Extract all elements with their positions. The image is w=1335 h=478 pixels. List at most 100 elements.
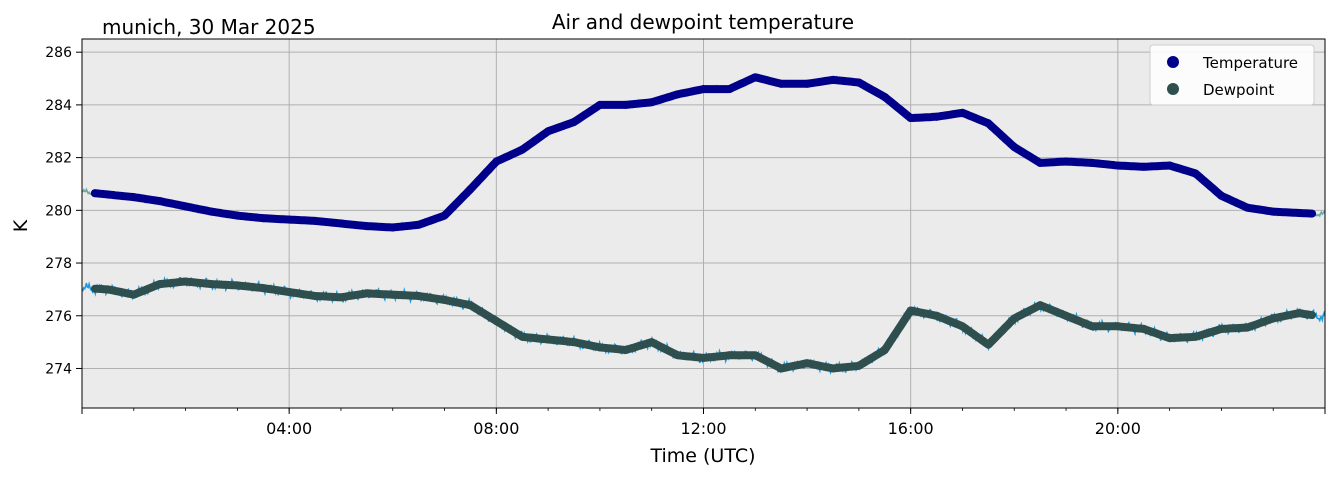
dewpoint-data-point [725,351,734,360]
temperature-data-point [1191,169,1200,178]
temperature-data-point [233,211,242,220]
temperature-data-point [906,114,915,123]
temperature-data-point [90,189,99,198]
legend-marker-dewpoint [1167,83,1179,95]
temperature-data-point [699,85,708,94]
temperature-data-point [311,216,320,225]
dewpoint-data-point [259,284,268,293]
temperature-data-point [880,93,889,101]
dewpoint-data-point [311,292,320,300]
temperature-data-point [440,211,449,220]
dewpoint-data-point [570,338,578,347]
dewpoint-data-point [880,346,889,354]
temperature-data-point [414,220,423,229]
dewpoint-data-point [1087,322,1096,331]
dewpoint-data-point [751,351,760,360]
dewpoint-data-point [492,317,501,325]
dewpoint-data-point [984,340,993,349]
dewpoint-data-point [414,292,423,300]
temperature-data-point [673,90,682,99]
x-tick-label: 08:00 [473,419,519,438]
dewpoint-data-point [777,364,786,373]
temperature-data-point [621,100,630,109]
temperature-data-point [1036,158,1045,167]
y-tick-label: 282 [45,151,72,167]
dewpoint-data-point [207,280,216,289]
dewpoint-data-point [958,322,967,331]
y-tick-label: 274 [45,361,72,377]
temperature-data-point [259,214,268,223]
dewpoint-data-point [621,346,630,354]
dewpoint-data-point [181,277,190,286]
dewpoint-data-point [362,289,371,298]
dewpoint-data-point [1295,309,1304,318]
dewpoint-data-point [440,295,449,304]
x-axis-label: Time (UTC) [649,445,755,467]
temperature-data-point [207,207,216,216]
temperature-data-point [570,118,578,126]
temperature-data-point [958,108,967,117]
temperature-data-point [466,185,475,194]
temperature-data-point [1295,209,1304,217]
temperature-data-point [751,73,760,82]
temperature-data-point [595,100,604,109]
dewpoint-data-point [155,280,164,289]
legend-label-temperature: Temperature [1202,54,1298,72]
temperature-data-point [1062,157,1070,166]
chart-title: Air and dewpoint temperature [552,10,854,34]
dewpoint-data-point [1062,311,1070,320]
dewpoint-data-point [803,359,812,368]
temperature-data-point [647,98,656,107]
legend-label-dewpoint: Dewpoint [1203,81,1274,99]
y-tick-label: 284 [45,98,72,114]
temperature-data-point [492,157,501,166]
y-tick-label: 286 [45,45,72,61]
dewpoint-data-point [1165,334,1174,343]
dewpoint-data-point [829,364,837,373]
temperature-data-point [1010,143,1019,152]
temperature-data-point [155,197,164,206]
temperature-data-point [544,127,553,136]
dewpoint-data-point [337,293,345,302]
legend: Temperature Dewpoint [1149,44,1315,106]
temperature-data-point [103,190,112,199]
temperature-data-point [854,78,863,87]
temperature-data-point [829,75,837,84]
dewpoint-data-point [906,306,915,315]
temperature-data-point [725,85,734,94]
dewpoint-data-point [1191,332,1200,341]
dewpoint-data-point [1269,314,1278,323]
temperature-data-point [388,223,397,232]
dewpoint-data-point [544,335,553,344]
legend-marker-temperature [1167,56,1179,68]
temperature-data-point [362,222,371,231]
temperature-data-point [1217,191,1226,200]
y-tick-label: 276 [45,309,72,325]
dewpoint-data-point [1139,324,1148,333]
temperature-data-point [1165,161,1174,170]
dewpoint-data-point [129,290,138,299]
dewpoint-data-point [854,361,863,370]
dewpoint-data-point [103,285,112,294]
dewpoint-data-point [518,332,527,341]
dewpoint-data-point [1036,301,1045,310]
dewpoint-data-point [285,288,294,296]
temperature-data-point [984,119,993,128]
y-tick-label: 280 [45,203,72,219]
temperature-data-point [777,79,786,88]
chart-subtitle: munich, 30 Mar 2025 [102,15,316,39]
dewpoint-data-point [1113,322,1122,331]
dewpoint-data-point [595,343,604,352]
temperature-data-point [803,79,812,88]
dewpoint-data-point [932,311,941,320]
grid-lines [82,39,1325,408]
dewpoint-data-point [388,290,397,299]
dewpoint-data-point [1243,323,1252,332]
dewpoint-data-point [1010,314,1019,323]
dewpoint-data-point [673,351,682,360]
y-axis-label: K [10,219,32,232]
temperature-data-point [1269,207,1278,216]
dewpoint-data-point [466,301,475,310]
legend-box [1149,44,1315,106]
